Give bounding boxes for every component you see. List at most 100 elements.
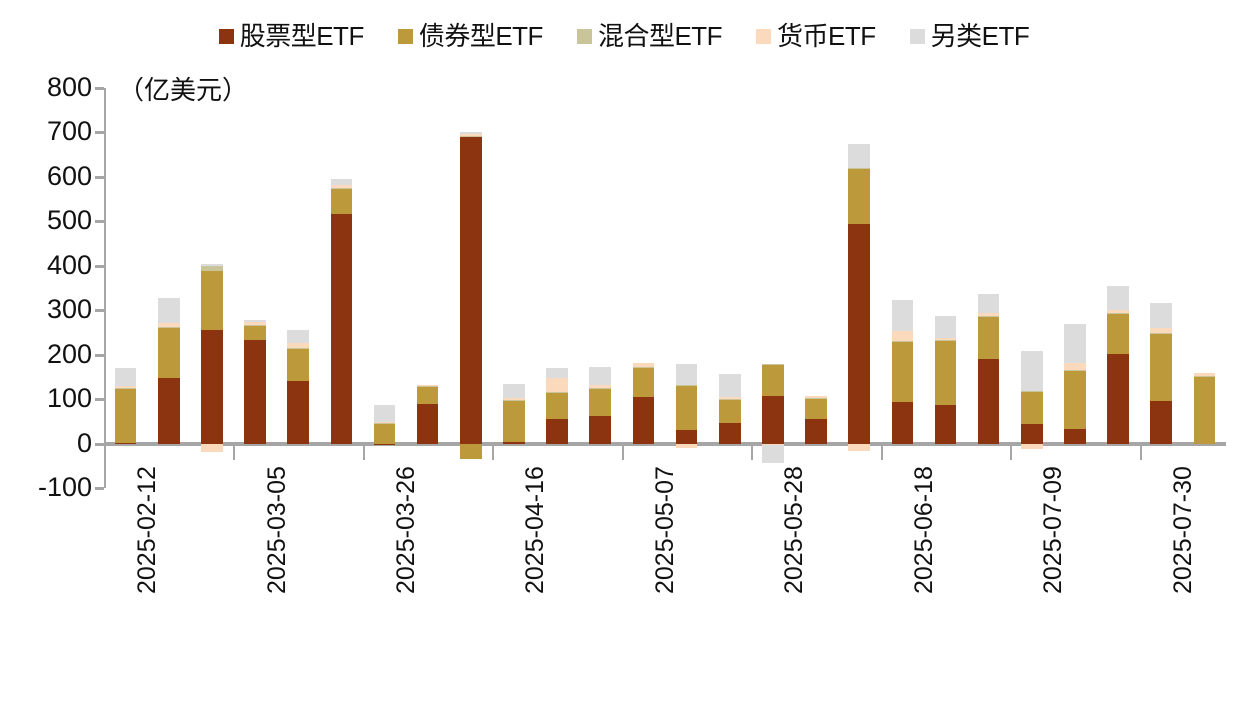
bar-segment [762,443,784,446]
bar-segment [934,405,957,444]
legend-entry[interactable]: 股票型ETF [218,21,365,51]
bar-segment [460,443,482,460]
bar-stack[interactable] [201,88,223,488]
bar-segment [330,178,353,186]
bar-stack[interactable] [460,88,482,488]
bar-segment [157,297,180,324]
bar-segment [977,312,1000,317]
legend-label: 股票型ETF [239,21,365,51]
bar-stack[interactable] [287,88,309,488]
bar-stack[interactable] [805,88,827,488]
y-axis-tick-label: 400 [46,249,92,280]
bar-segment [503,397,525,400]
bar-segment [891,331,914,342]
bar-segment [977,293,1000,313]
bar-stack[interactable] [589,88,612,488]
bar-segment [503,441,525,444]
bar-segment [805,419,827,444]
x-axis-tick-mark [1010,443,1013,460]
bar-segment [244,340,266,444]
bar-stack[interactable] [1193,88,1216,488]
bar-stack[interactable] [114,88,137,488]
bar-stack[interactable] [1107,88,1129,488]
y-axis-tick-mark [95,487,104,490]
bar-stack[interactable] [503,88,525,488]
bar-stack[interactable] [416,88,439,488]
bar-segment [891,299,914,332]
bar-segment [503,384,525,398]
bar-stack[interactable] [1150,88,1173,488]
bar-segment [114,442,137,444]
bar-segment [373,443,396,445]
bar-segment [1107,353,1129,444]
bar-segment [1021,391,1043,424]
x-axis-tick-label: 2025-05-28 [780,465,809,594]
bar-segment [632,396,655,444]
bar-stack[interactable] [546,88,568,488]
bar-segment [244,325,266,341]
bar-segment [201,264,223,267]
x-axis-tick-mark [1139,443,1142,460]
bar-segment [848,223,870,444]
bar-segment [373,404,396,423]
bar-segment [416,386,439,405]
legend-entry[interactable]: 混合型ETF [576,23,723,49]
bar-stack[interactable] [977,88,1000,488]
bar-segment [201,266,223,271]
y-axis-tick-label: 100 [46,383,92,414]
bar-segment [934,337,957,340]
bar-segment [718,422,741,444]
x-axis-tick-mark [880,443,883,460]
bar-stack[interactable] [1064,88,1086,488]
bar-segment [1193,376,1216,444]
bar-segment [1107,313,1129,354]
bar-stack[interactable] [718,88,741,488]
bar-segment [977,359,1000,444]
y-axis-tick-mark [95,398,104,402]
bar-segment [373,422,396,424]
bar-segment [287,348,309,382]
bar-segment [287,381,309,444]
x-axis-tick-label: 2025-07-09 [1039,465,1068,594]
bar-segment [848,443,870,452]
bar-segment [201,270,223,330]
y-axis-tick-label: 500 [46,205,92,236]
y-axis-tick-label: 700 [46,116,92,147]
bar-segment [589,385,612,388]
y-axis-tick-mark [95,131,104,135]
y-axis-tick-label: 300 [46,294,92,325]
bar-segment [977,316,1000,360]
bar-segment [1021,443,1043,449]
legend-entry[interactable]: 债券型ETF [397,21,544,51]
x-axis-tick-mark [362,443,365,460]
bar-stack[interactable] [330,88,353,488]
bar-segment [287,329,309,344]
legend-entry[interactable]: 另类ETF [909,23,1030,49]
bar-segment [244,319,266,322]
bar-stack[interactable] [848,88,870,488]
bar-segment [287,343,309,348]
x-axis-tick-mark [104,443,106,460]
x-axis-tick-label: 2025-06-18 [909,465,938,594]
y-axis-tick-label: 800 [46,72,92,102]
bar-segment [934,316,957,338]
bar-segment [1064,324,1086,364]
x-axis-tick-mark [492,443,495,460]
bar-stack[interactable] [244,88,266,488]
bar-stack[interactable] [373,88,396,488]
bar-stack[interactable] [675,88,698,488]
bar-stack[interactable] [632,88,655,488]
x-axis-tick-label: 2025-04-16 [521,465,550,594]
bar-stack[interactable] [891,88,914,488]
bar-stack[interactable] [1021,88,1043,488]
legend-entry[interactable]: 货币ETF [756,23,876,49]
bar-stack[interactable] [762,88,784,488]
bar-stack[interactable] [157,88,180,488]
x-axis-tick-mark [233,443,236,460]
bar-stack[interactable] [934,88,957,488]
legend-label: 债券型ETF [418,21,544,51]
bar-segment [503,400,525,442]
bar-segment [1107,309,1129,313]
bar-segment [1064,428,1086,444]
